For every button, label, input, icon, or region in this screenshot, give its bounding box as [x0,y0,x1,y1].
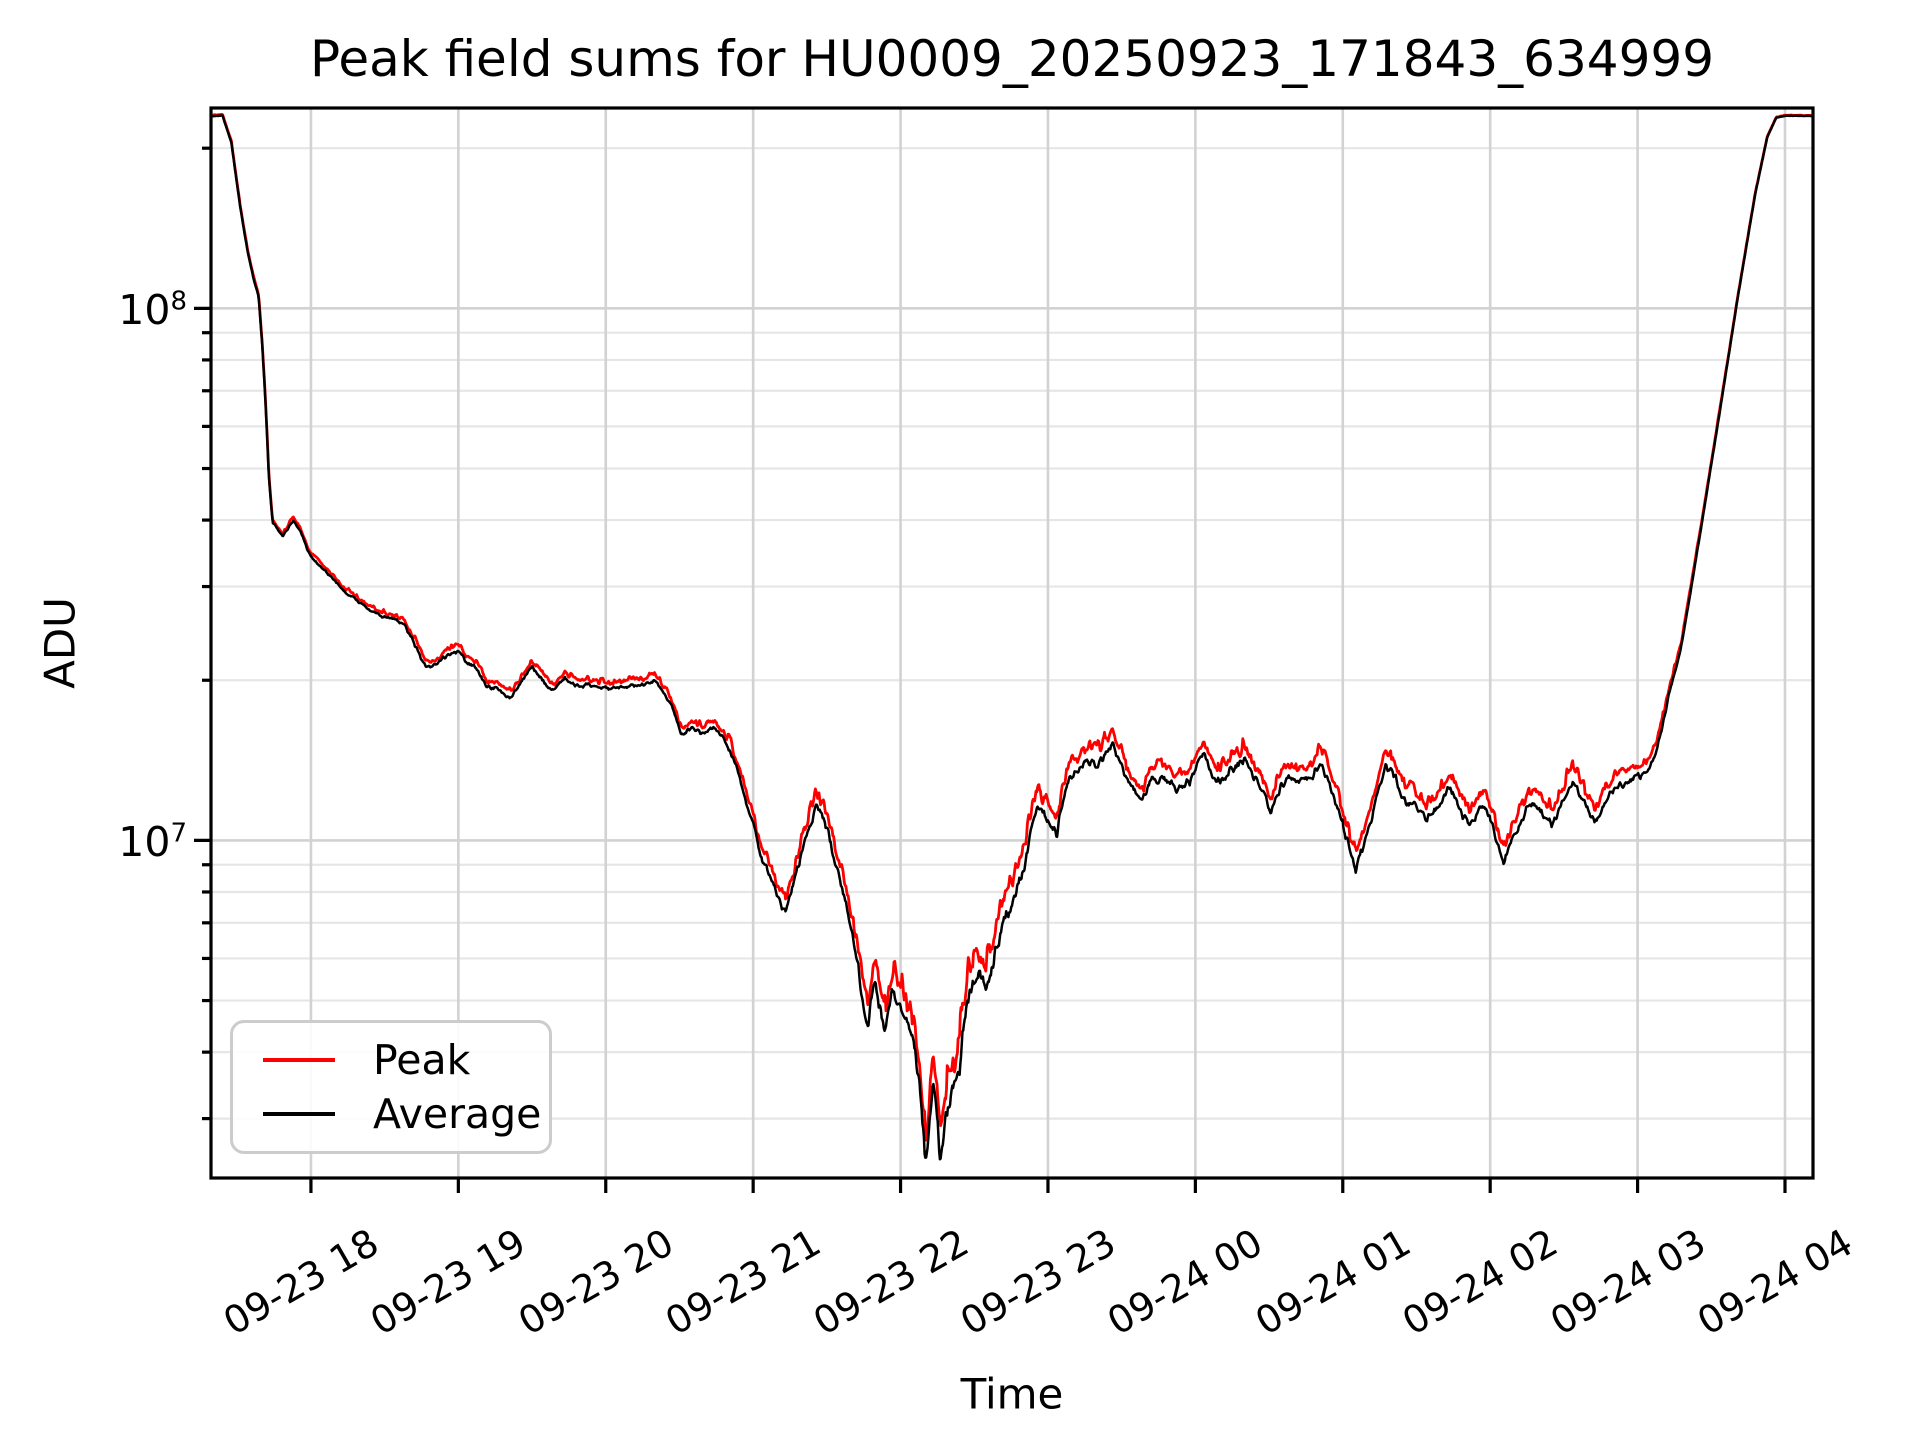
chart-title: Peak field sums for HU0009_20250923_1718… [309,30,1715,88]
y-tick-label: 107 [118,818,187,866]
minor-gridlines [211,147,1813,1120]
average-line-sample [263,1112,335,1116]
legend-label-peak: Peak [373,1036,471,1084]
average-series-line [211,114,1813,1161]
legend-label-average: Average [373,1090,542,1138]
y-tick-mantissa: 10 [118,818,171,867]
y-tick-mantissa: 10 [118,286,171,335]
y-axis-label: ADU [35,597,85,689]
x-axis-label: Time [960,1369,1064,1419]
y-tick-exponent: 7 [170,818,187,849]
series-group [211,112,1813,1161]
major-gridlines [211,108,1813,1178]
legend-item-peak: Peak [263,1036,549,1084]
peak-series-line [211,112,1813,1142]
legend-item-average: Average [263,1090,549,1138]
y-tick-label: 108 [118,286,187,334]
y-tick-exponent: 8 [170,286,187,317]
peak-line-sample [263,1058,335,1062]
legend: Peak Average [230,1020,552,1154]
plot-border [209,106,1815,1180]
